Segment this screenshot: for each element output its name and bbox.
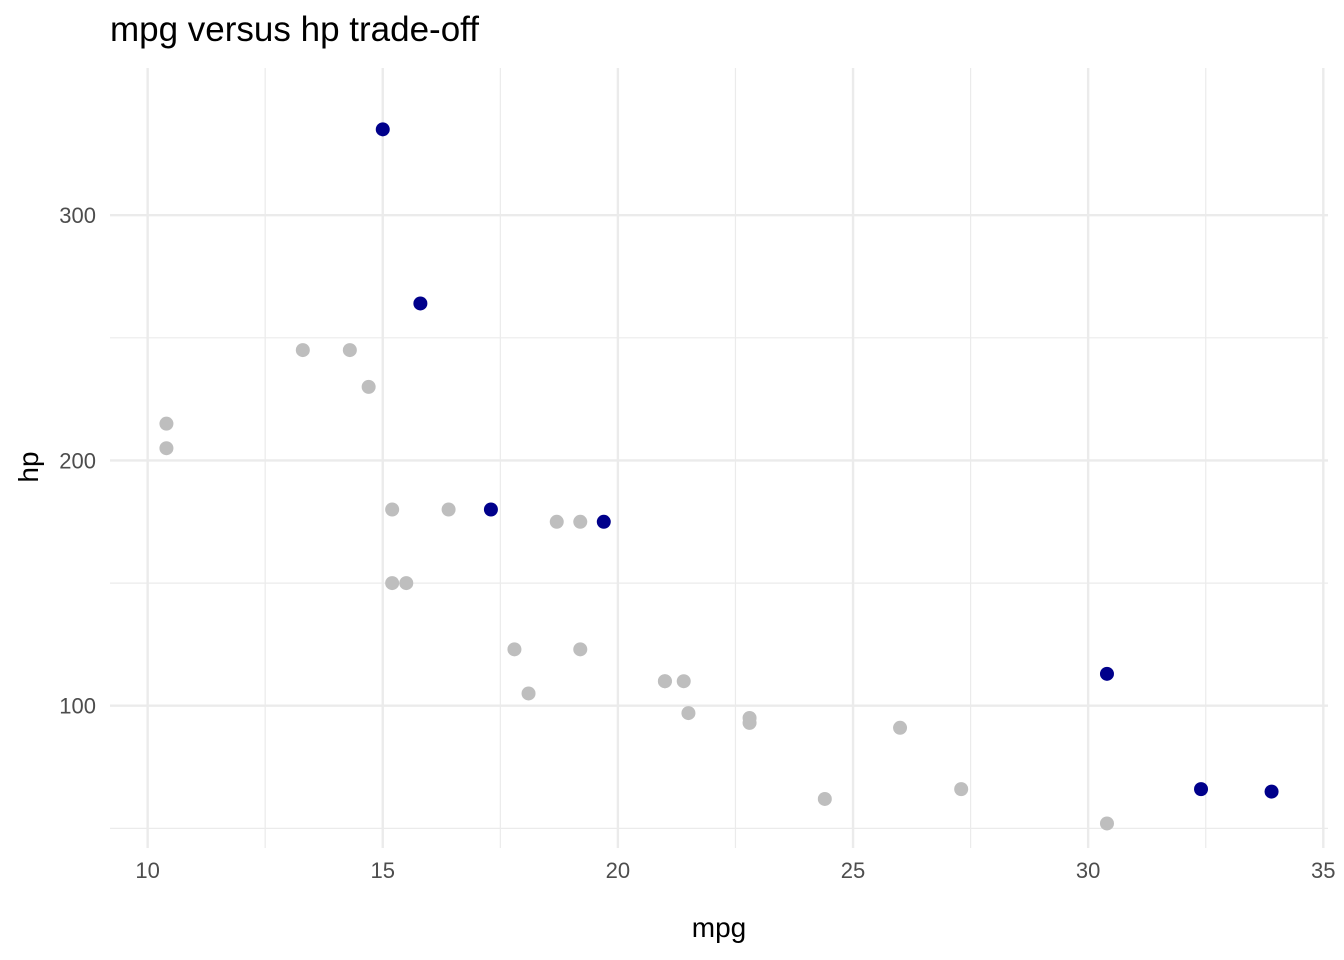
highlighted-data-point	[1099, 666, 1114, 681]
x-axis-tick-labels: 10 15 20 25 30 35	[135, 858, 1335, 883]
data-point	[385, 576, 400, 591]
data-point	[681, 706, 696, 721]
data-point	[573, 642, 588, 657]
data-point	[573, 514, 588, 529]
data-point	[1099, 816, 1114, 831]
data-point	[521, 686, 536, 701]
minor-grid	[110, 68, 1328, 848]
y-tick-label: 200	[59, 448, 96, 473]
y-tick-label: 100	[59, 694, 96, 719]
chart-title: mpg versus hp trade-off	[110, 10, 479, 49]
data-point	[549, 514, 564, 529]
data-point	[159, 416, 174, 431]
highlighted-data-point	[1264, 784, 1279, 799]
y-axis-title: hp	[13, 451, 44, 482]
data-point	[295, 343, 310, 358]
y-axis-tick-labels: 100 200 300	[59, 203, 96, 719]
data-point	[399, 576, 414, 591]
data-point	[676, 674, 691, 689]
x-tick-label: 20	[606, 858, 630, 883]
highlighted-data-point	[596, 514, 611, 529]
x-axis-title: mpg	[692, 912, 746, 943]
y-tick-label: 300	[59, 203, 96, 228]
data-point	[817, 791, 832, 806]
highlighted-data-point	[483, 502, 498, 517]
data-point	[342, 343, 357, 358]
x-tick-label: 35	[1311, 858, 1335, 883]
x-tick-label: 10	[135, 858, 159, 883]
highlighted-data-point	[1194, 782, 1209, 797]
data-point	[441, 502, 456, 517]
x-tick-label: 15	[371, 858, 395, 883]
data-point	[742, 711, 757, 725]
major-grid	[110, 68, 1328, 848]
data-point	[361, 379, 376, 394]
data-point	[385, 502, 400, 517]
data-points	[159, 122, 1279, 831]
data-point	[893, 720, 908, 735]
highlighted-data-point	[413, 296, 428, 311]
highlighted-data-point	[375, 122, 390, 137]
x-tick-label: 30	[1076, 858, 1100, 883]
data-point	[657, 674, 672, 689]
data-point	[159, 441, 174, 456]
data-point	[954, 782, 969, 797]
data-point	[507, 642, 522, 657]
x-tick-label: 25	[841, 858, 865, 883]
